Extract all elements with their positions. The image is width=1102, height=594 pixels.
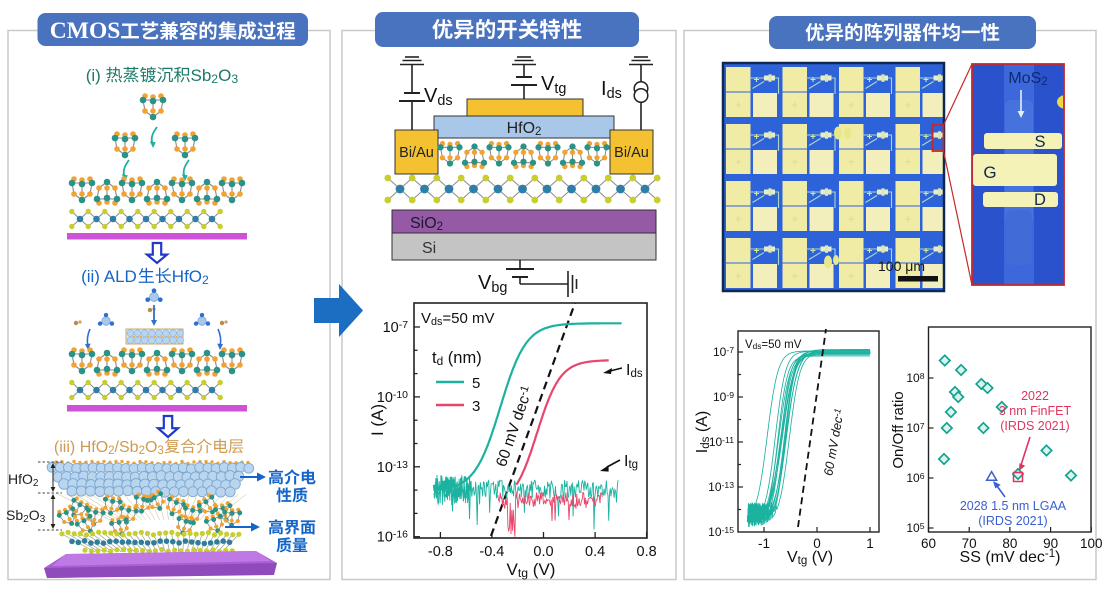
svg-text:0.4: 0.4: [585, 544, 605, 560]
svg-text:HfO2: HfO2: [172, 267, 209, 287]
svg-text:(IRDS 2021): (IRDS 2021): [978, 514, 1047, 528]
svg-text:70: 70: [962, 536, 977, 551]
svg-text:0.8: 0.8: [637, 544, 657, 560]
svg-text:SiO2: SiO2: [410, 215, 443, 233]
svg-text:(i): (i): [86, 66, 101, 85]
svg-text:(iii): (iii): [54, 439, 75, 456]
svg-text:(ii) ALD: (ii) ALD: [81, 267, 137, 286]
svg-text:(IRDS 2021): (IRDS 2021): [1000, 419, 1069, 433]
svg-text:2028 1.5 nm LGAA: 2028 1.5 nm LGAA: [960, 499, 1067, 513]
svg-text:I (A): I (A): [368, 404, 387, 436]
svg-text:0.0: 0.0: [533, 544, 553, 560]
svg-text:2022: 2022: [1021, 389, 1049, 403]
svg-text:100: 100: [1080, 536, 1102, 551]
svg-text:td (nm): td (nm): [432, 349, 482, 368]
svg-text:-0.4: -0.4: [479, 544, 504, 560]
svg-text:HfO2/Sb2O3: HfO2/Sb2O3: [80, 439, 164, 457]
svg-text:Bi/Au: Bi/Au: [399, 145, 434, 161]
svg-text:D: D: [1034, 191, 1046, 209]
svg-text:Vds=50 mV: Vds=50 mV: [745, 339, 802, 351]
svg-text:MoS2: MoS2: [1008, 70, 1047, 88]
svg-text:3: 3: [472, 398, 480, 415]
svg-text:Vtg (V): Vtg (V): [507, 560, 556, 580]
svg-text:3 nm FinFET: 3 nm FinFET: [999, 404, 1072, 418]
svg-text:60: 60: [921, 536, 936, 551]
svg-text:SS (mV dec-1): SS (mV dec-1): [960, 548, 1061, 566]
svg-text:Vtg (V): Vtg (V): [787, 549, 833, 567]
svg-text:S: S: [1034, 133, 1045, 151]
svg-text:0: 0: [813, 536, 821, 551]
svg-text:80: 80: [1002, 536, 1017, 551]
svg-text:90: 90: [1043, 536, 1058, 551]
svg-text:1: 1: [866, 536, 874, 551]
svg-text:HfO2: HfO2: [8, 471, 39, 489]
svg-text:5: 5: [472, 375, 480, 392]
svg-text:Si: Si: [422, 240, 436, 257]
svg-text:On/Off ratio: On/Off ratio: [890, 391, 907, 468]
svg-text:100 μm: 100 μm: [878, 258, 925, 274]
svg-text:HfO2: HfO2: [507, 120, 542, 138]
svg-text:G: G: [983, 163, 996, 182]
svg-text:-0.8: -0.8: [428, 544, 453, 560]
svg-text:-1: -1: [758, 536, 770, 551]
svg-text:Sb2O3: Sb2O3: [191, 66, 239, 86]
svg-text:CMOS: CMOS: [50, 18, 121, 44]
svg-text:Bi/Au: Bi/Au: [614, 145, 649, 161]
svg-text:Sb2O3: Sb2O3: [6, 507, 46, 525]
